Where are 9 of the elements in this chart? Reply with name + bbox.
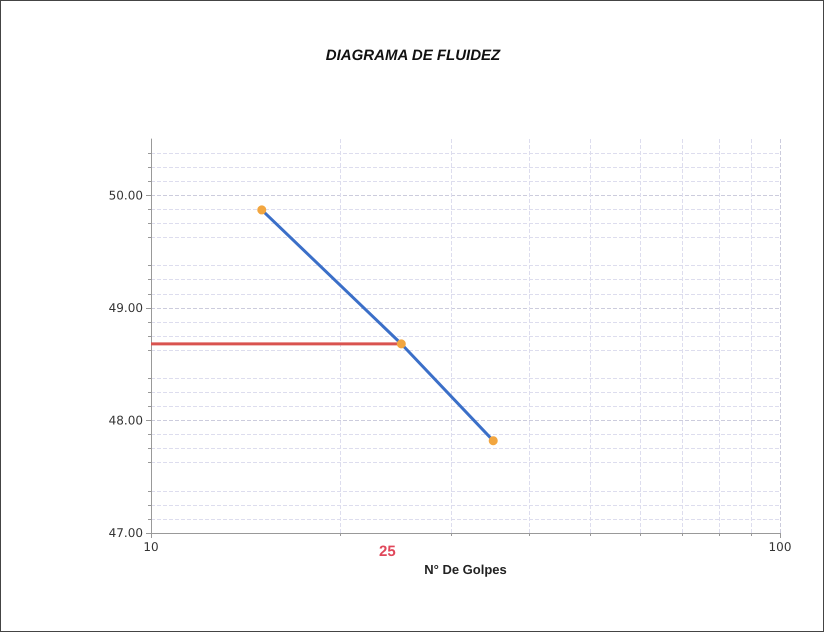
y-tick-label: 50.00 (108, 188, 143, 202)
y-tick-label: 48.00 (108, 413, 143, 428)
x-tick-label: 100 (768, 540, 792, 554)
y-tick-label: 47.00 (108, 526, 143, 540)
y-tick-label: 49.00 (108, 300, 143, 315)
x-tick-label: 10 (143, 540, 159, 554)
chart-title: DIAGRAMA DE FLUIDEZ (326, 47, 502, 64)
x-axis-title: N° De Golpes (424, 562, 507, 577)
text: 25 (379, 543, 396, 560)
